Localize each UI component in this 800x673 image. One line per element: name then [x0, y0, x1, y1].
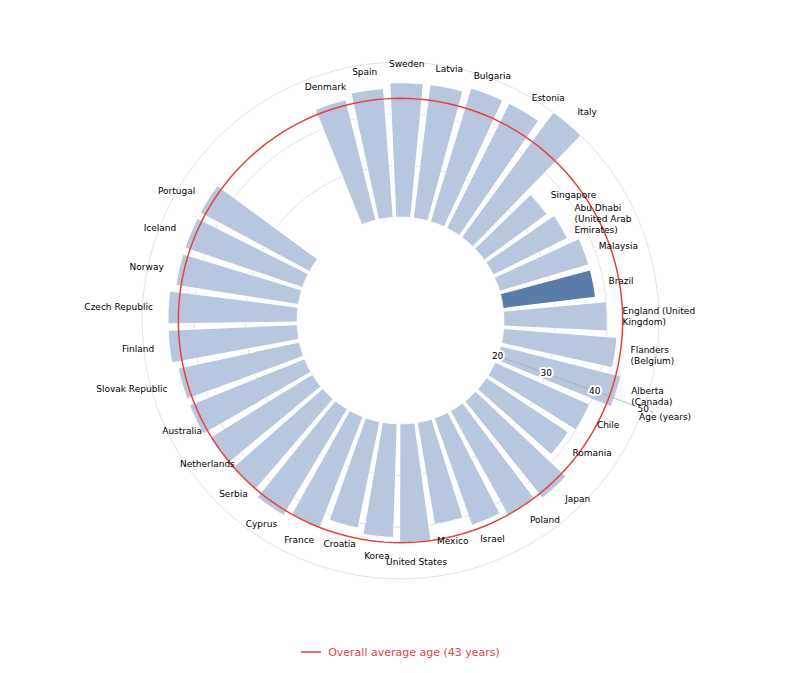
svg-text:Italy: Italy	[577, 107, 597, 117]
svg-text:30: 30	[540, 368, 552, 378]
svg-text:Japan: Japan	[564, 494, 590, 504]
svg-text:Malaysia: Malaysia	[599, 241, 638, 251]
svg-text:Age (years): Age (years)	[639, 412, 691, 422]
svg-text:Singapore: Singapore	[551, 190, 597, 200]
svg-text:Serbia: Serbia	[219, 489, 248, 499]
svg-text:Flanders(Belgium): Flanders(Belgium)	[630, 345, 674, 366]
svg-text:Alberta(Canada): Alberta(Canada)	[631, 386, 672, 407]
svg-text:40: 40	[589, 386, 601, 396]
svg-text:Finland: Finland	[122, 344, 154, 354]
svg-text:France: France	[284, 535, 314, 545]
svg-text:Iceland: Iceland	[144, 223, 177, 233]
svg-text:Cyprus: Cyprus	[246, 519, 278, 529]
svg-text:Netherlands: Netherlands	[180, 459, 235, 469]
svg-text:Abu Dhabi(United ArabEmirates): Abu Dhabi(United ArabEmirates)	[574, 203, 631, 235]
svg-text:Estonia: Estonia	[532, 93, 565, 103]
html-text:Overall average age (43 years): Overall average age (43 years)	[328, 645, 500, 659]
svg-text:Spain: Spain	[352, 67, 377, 77]
svg-text:Czech Republic: Czech Republic	[84, 302, 153, 312]
svg-text:Korea: Korea	[364, 551, 390, 561]
svg-text:Norway: Norway	[130, 262, 165, 272]
svg-text:England (UnitedKingdom): England (UnitedKingdom)	[623, 306, 695, 327]
svg-text:20: 20	[492, 351, 504, 361]
svg-text:United States: United States	[386, 557, 447, 567]
svg-text:Israel: Israel	[480, 534, 505, 544]
svg-text:Denmark: Denmark	[305, 82, 347, 92]
svg-text:Australia: Australia	[162, 426, 202, 436]
svg-text:Sweden: Sweden	[389, 59, 425, 69]
svg-text:Brazil: Brazil	[608, 276, 633, 286]
svg-text:Chile: Chile	[597, 420, 620, 430]
svg-text:Portugal: Portugal	[158, 186, 195, 196]
svg-text:Slovak Republic: Slovak Republic	[96, 384, 167, 394]
svg-text:Bulgaria: Bulgaria	[474, 71, 511, 81]
svg-text:Romania: Romania	[572, 448, 611, 458]
svg-text:Croatia: Croatia	[323, 539, 355, 549]
svg-text:Poland: Poland	[530, 515, 560, 525]
svg-text:Mexico: Mexico	[437, 536, 469, 546]
svg-text:Latvia: Latvia	[436, 64, 463, 74]
